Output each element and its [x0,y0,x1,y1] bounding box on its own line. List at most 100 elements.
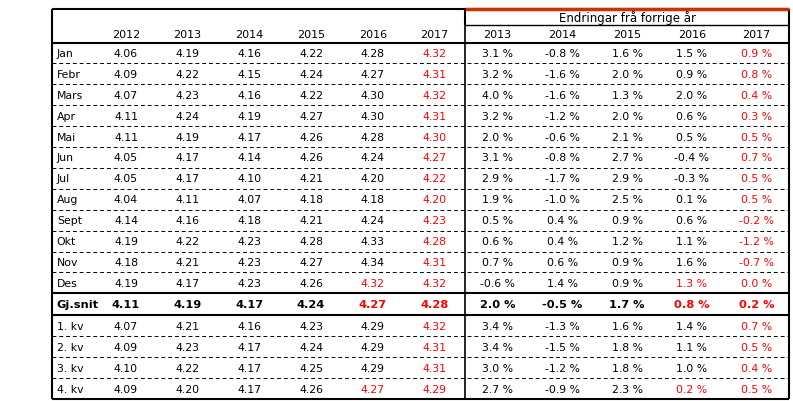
Text: 4.19: 4.19 [114,237,138,247]
Text: 4.32: 4.32 [361,278,385,288]
Text: 4.28: 4.28 [299,237,323,247]
Text: -1.6 %: -1.6 % [545,70,580,80]
Text: 3.2 %: 3.2 % [482,70,513,80]
Text: 1.5 %: 1.5 % [676,49,707,59]
Text: Gj.snit: Gj.snit [57,300,99,310]
Text: 0.0 %: 0.0 % [741,278,772,288]
Text: 0.8 %: 0.8 % [741,70,772,80]
Text: 4.04: 4.04 [114,195,138,205]
Text: 4.18: 4.18 [299,195,323,205]
Text: 1.9 %: 1.9 % [482,195,513,205]
Text: 2.5 %: 2.5 % [611,195,642,205]
Text: 4.27: 4.27 [299,111,323,122]
Text: Febr: Febr [57,70,81,80]
Text: 4.09: 4.09 [114,384,138,393]
Text: 4.22: 4.22 [176,237,200,247]
Text: 4.32: 4.32 [423,278,446,288]
Text: 4.22: 4.22 [423,174,446,184]
Text: 4.27: 4.27 [361,70,385,80]
Text: 4.21: 4.21 [176,321,200,331]
Text: 4.17: 4.17 [176,153,200,163]
Text: 2.0 %: 2.0 % [482,132,513,142]
Text: 0.3 %: 0.3 % [741,111,772,122]
Text: 2. kv: 2. kv [57,342,83,352]
Text: 1.6 %: 1.6 % [611,321,642,331]
Text: 4.18: 4.18 [114,257,138,267]
Text: 0.1 %: 0.1 % [676,195,707,205]
Text: 4.29: 4.29 [361,342,385,352]
Text: 4.07: 4.07 [114,91,138,101]
Text: 4.17: 4.17 [236,300,263,310]
Text: 4.29: 4.29 [423,384,446,393]
Text: 1.2 %: 1.2 % [611,237,642,247]
Text: 2.0 %: 2.0 % [611,111,642,122]
Text: 0.2 %: 0.2 % [739,300,775,310]
Text: 4.22: 4.22 [176,70,200,80]
Text: 4.24: 4.24 [299,342,323,352]
Text: -0.2 %: -0.2 % [739,216,774,226]
Text: 4.05: 4.05 [114,174,138,184]
Text: 4.17: 4.17 [237,363,262,373]
Text: 4.28: 4.28 [420,300,449,310]
Text: 4.19: 4.19 [176,132,200,142]
Text: 4.09: 4.09 [114,342,138,352]
Text: -0.7 %: -0.7 % [739,257,774,267]
Text: 0.4 %: 0.4 % [741,91,772,101]
Text: 0.2 %: 0.2 % [676,384,707,393]
Text: 4.31: 4.31 [423,342,446,352]
Text: 2.7 %: 2.7 % [482,384,513,393]
Text: 3.4 %: 3.4 % [482,321,513,331]
Text: 0.7 %: 0.7 % [741,321,772,331]
Text: Aug: Aug [57,195,79,205]
Text: 1.6 %: 1.6 % [611,49,642,59]
Text: 4.24: 4.24 [297,300,325,310]
Text: 4.16: 4.16 [237,321,262,331]
Text: 4. kv: 4. kv [57,384,83,393]
Text: 4.22: 4.22 [176,363,200,373]
Text: 2017: 2017 [742,30,771,40]
Text: 2.7 %: 2.7 % [611,153,642,163]
Text: 0.7 %: 0.7 % [482,257,513,267]
Text: 4.19: 4.19 [237,111,262,122]
Text: -1.7 %: -1.7 % [545,174,580,184]
Text: 3.1 %: 3.1 % [482,153,513,163]
Text: 4.0 %: 4.0 % [482,91,513,101]
Text: 2.9 %: 2.9 % [482,174,513,184]
Text: 1.4 %: 1.4 % [676,321,707,331]
Text: -1.2 %: -1.2 % [545,363,580,373]
Text: 0.6 %: 0.6 % [482,237,513,247]
Text: 0.6 %: 0.6 % [676,216,707,226]
Text: 4.26: 4.26 [299,384,323,393]
Text: 4.06: 4.06 [114,49,138,59]
Text: 1.0 %: 1.0 % [676,363,707,373]
Text: 4.25: 4.25 [299,363,323,373]
Text: 4.26: 4.26 [299,132,323,142]
Text: -0.4 %: -0.4 % [674,153,710,163]
Text: 0.5 %: 0.5 % [741,132,772,142]
Text: 4.24: 4.24 [299,70,323,80]
Text: 4.19: 4.19 [176,49,200,59]
Text: 2.0 %: 2.0 % [611,70,642,80]
Text: 0.8 %: 0.8 % [674,300,710,310]
Text: 4.27: 4.27 [361,384,385,393]
Text: 4.27: 4.27 [423,153,446,163]
Text: 2015: 2015 [297,30,325,40]
Text: 1.8 %: 1.8 % [611,342,642,352]
Text: 4.29: 4.29 [361,321,385,331]
Text: 4.19: 4.19 [114,278,138,288]
Text: Des: Des [57,278,78,288]
Text: 4.10: 4.10 [237,174,262,184]
Text: Apr: Apr [57,111,76,122]
Text: 0.5 %: 0.5 % [741,342,772,352]
Text: 4.18: 4.18 [237,216,262,226]
Text: 4.24: 4.24 [361,153,385,163]
Text: 4.17: 4.17 [176,174,200,184]
Text: 4.11: 4.11 [176,195,200,205]
Text: 0.5 %: 0.5 % [741,195,772,205]
Text: -0.6 %: -0.6 % [545,132,580,142]
Text: 4.19: 4.19 [174,300,201,310]
Text: 2013: 2013 [484,30,511,40]
Text: Sept: Sept [57,216,82,226]
Text: 4.24: 4.24 [361,216,385,226]
Text: 2014: 2014 [236,30,263,40]
